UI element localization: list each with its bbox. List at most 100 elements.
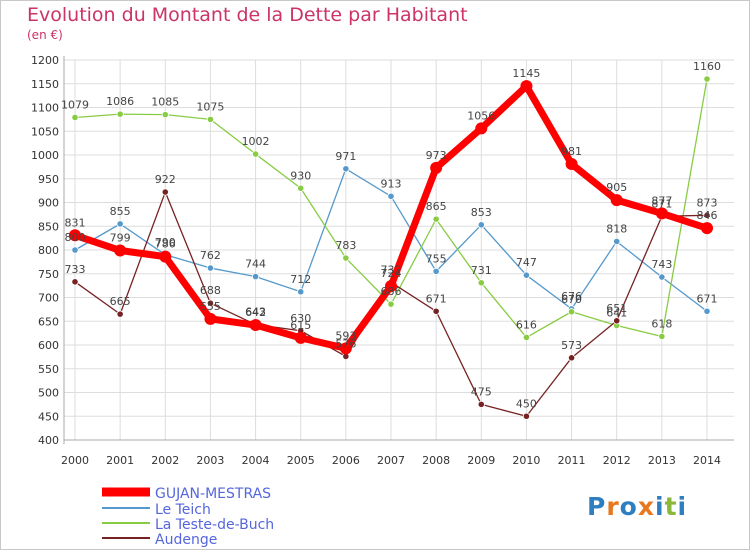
y-tick-label: 700 <box>38 292 59 305</box>
data-point <box>430 161 443 174</box>
x-tick-label: 2004 <box>242 454 270 467</box>
data-point <box>477 221 485 229</box>
label-layer: 831 799 786 655 642 615 593 724 973 1056 1145 981 90… <box>61 60 721 410</box>
data-label: 818 <box>606 222 627 235</box>
data-label: 655 <box>200 300 221 313</box>
data-point <box>206 115 215 123</box>
x-tick-label: 2014 <box>693 454 721 467</box>
data-label: 642 <box>245 306 266 319</box>
data-label: 618 <box>651 317 672 330</box>
data-point <box>565 158 578 171</box>
data-point <box>69 229 81 242</box>
data-point <box>387 192 395 200</box>
y-tick-label: 1200 <box>31 54 59 67</box>
data-label: 865 <box>426 200 447 213</box>
data-label: 747 <box>516 256 537 269</box>
data-label: 913 <box>381 177 402 190</box>
y-tick-label: 550 <box>38 363 59 376</box>
data-label: 971 <box>335 150 356 163</box>
y-tick-label: 400 <box>38 434 59 447</box>
data-label: 1002 <box>242 135 270 148</box>
data-label: 733 <box>65 263 86 276</box>
chart-title: Evolution du Montant de la Dette par Hab… <box>27 4 468 26</box>
data-point <box>520 80 533 93</box>
x-tick-label: 2012 <box>603 454 631 467</box>
data-label: 1145 <box>512 67 540 80</box>
x-tick-label: 2011 <box>558 454 586 467</box>
data-point <box>116 110 124 118</box>
proxiti-logo: Proxiti <box>587 492 688 521</box>
data-point <box>116 220 124 228</box>
data-point <box>703 211 711 219</box>
data-label: 905 <box>606 181 627 194</box>
data-label: 712 <box>290 273 311 286</box>
data-point <box>161 188 169 196</box>
x-tick-label: 2001 <box>106 454 134 467</box>
data-label: 930 <box>290 169 311 182</box>
data-label: 593 <box>335 329 356 342</box>
data-label: 799 <box>110 231 131 244</box>
data-label: 643 <box>245 306 266 319</box>
data-point <box>251 150 260 158</box>
x-tick-label: 2008 <box>422 454 450 467</box>
data-point <box>114 244 127 257</box>
data-label: 973 <box>426 149 447 162</box>
data-label: 676 <box>561 290 582 303</box>
x-tick-label: 2013 <box>648 454 676 467</box>
data-label: 783 <box>335 239 356 252</box>
legend-label: La Teste-de-Buch <box>155 517 274 533</box>
y-tick-label: 1050 <box>31 125 59 138</box>
data-label: 922 <box>155 173 176 186</box>
data-point <box>297 184 305 192</box>
y-tick-label: 950 <box>38 173 59 186</box>
data-label: 762 <box>200 249 221 262</box>
data-point <box>613 317 621 325</box>
data-point <box>610 194 623 207</box>
data-label: 665 <box>110 295 131 308</box>
series-layer <box>69 75 713 420</box>
data-point <box>339 342 352 355</box>
data-label: 1160 <box>693 60 721 73</box>
y-tick-label: 1000 <box>31 149 59 162</box>
y-tick-label: 850 <box>38 220 59 233</box>
data-point <box>251 272 260 281</box>
data-point <box>475 122 488 135</box>
data-label: 670 <box>561 293 582 306</box>
data-point <box>522 333 531 341</box>
legend-label: Le Teich <box>155 502 211 518</box>
x-tick-label: 2000 <box>61 454 89 467</box>
y-tick-label: 650 <box>38 315 59 328</box>
x-tick-label: 2005 <box>287 454 315 467</box>
data-label: 731 <box>471 264 492 277</box>
data-label: 855 <box>110 205 131 218</box>
data-point <box>703 307 711 315</box>
data-label: 576 <box>335 337 356 350</box>
y-tick-label: 1150 <box>31 78 59 91</box>
y-tick-label: 750 <box>38 268 59 281</box>
data-label: 686 <box>381 285 402 298</box>
data-point <box>161 111 169 119</box>
data-label: 573 <box>561 339 582 352</box>
data-label: 831 <box>65 216 86 229</box>
x-tick-label: 2003 <box>196 454 224 467</box>
data-point <box>477 279 485 287</box>
data-point <box>297 288 305 296</box>
data-label: 1086 <box>106 95 134 108</box>
data-point <box>658 273 666 281</box>
data-label: 871 <box>651 197 672 210</box>
data-point <box>159 250 172 263</box>
data-point <box>613 237 621 246</box>
data-label: 724 <box>381 267 402 280</box>
y-tick-label: 800 <box>38 244 59 257</box>
y-tick-label: 600 <box>38 339 59 352</box>
y-tick-label: 450 <box>38 410 59 423</box>
data-label: 671 <box>697 292 718 305</box>
data-label: 450 <box>516 397 537 410</box>
data-label: 786 <box>155 238 176 251</box>
data-point <box>71 278 79 286</box>
data-point <box>701 222 713 235</box>
data-label: 688 <box>200 284 221 297</box>
x-tick-label: 2006 <box>332 454 360 467</box>
